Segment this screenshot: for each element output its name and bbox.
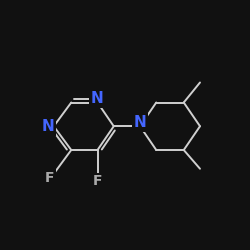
Text: F: F bbox=[93, 174, 102, 188]
Text: N: N bbox=[42, 119, 54, 134]
Text: N: N bbox=[91, 91, 104, 106]
Text: F: F bbox=[45, 170, 55, 184]
Text: N: N bbox=[134, 115, 146, 130]
